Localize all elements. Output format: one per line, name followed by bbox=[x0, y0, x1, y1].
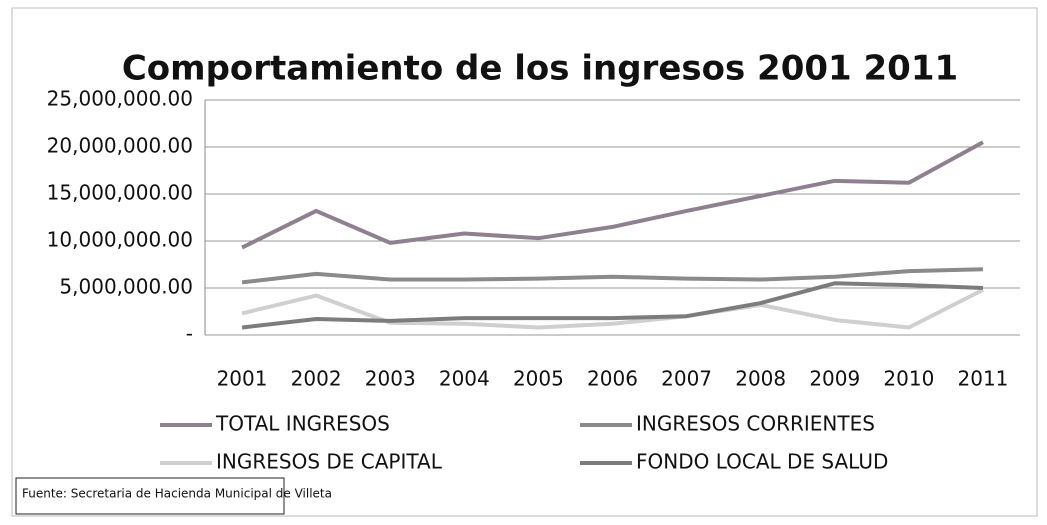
y-tick-label: 20,000,000.00 bbox=[47, 134, 193, 158]
x-tick-label: 2011 bbox=[958, 367, 1009, 391]
x-tick-label: 2007 bbox=[661, 367, 712, 391]
source-note: Fuente: Secretaria de Hacienda Municipal… bbox=[22, 487, 332, 501]
x-tick-label: 2006 bbox=[587, 367, 638, 391]
x-tick-label: 2005 bbox=[513, 367, 564, 391]
legend-label: TOTAL INGRESOS bbox=[215, 412, 390, 436]
series-line bbox=[241, 267, 984, 285]
x-tick-label: 2004 bbox=[439, 367, 490, 391]
series-line bbox=[241, 281, 984, 330]
x-tick-label: 2002 bbox=[291, 367, 342, 391]
legend-label: FONDO LOCAL DE SALUD bbox=[636, 450, 888, 474]
legend-label: INGRESOS CORRIENTES bbox=[636, 412, 875, 436]
x-tick-label: 2009 bbox=[809, 367, 860, 391]
y-tick-label: 10,000,000.00 bbox=[47, 228, 193, 252]
x-tick-label: 2010 bbox=[883, 367, 934, 391]
chart-title: Comportamiento de los ingresos 2001 2011 bbox=[122, 49, 958, 89]
source-box bbox=[15, 477, 285, 515]
legend-label: INGRESOS DE CAPITAL bbox=[216, 450, 443, 474]
x-tick-label: 2003 bbox=[365, 367, 416, 391]
series-line bbox=[241, 288, 984, 330]
y-tick-label: 5,000,000.00 bbox=[59, 275, 193, 299]
series-line bbox=[241, 140, 984, 250]
y-tick-label: - bbox=[186, 322, 193, 346]
x-tick-label: 2001 bbox=[217, 367, 268, 391]
y-tick-label: 25,000,000.00 bbox=[47, 87, 193, 111]
chart-frame bbox=[11, 7, 1038, 517]
y-tick-label: 15,000,000.00 bbox=[47, 181, 193, 205]
x-tick-label: 2008 bbox=[735, 367, 786, 391]
